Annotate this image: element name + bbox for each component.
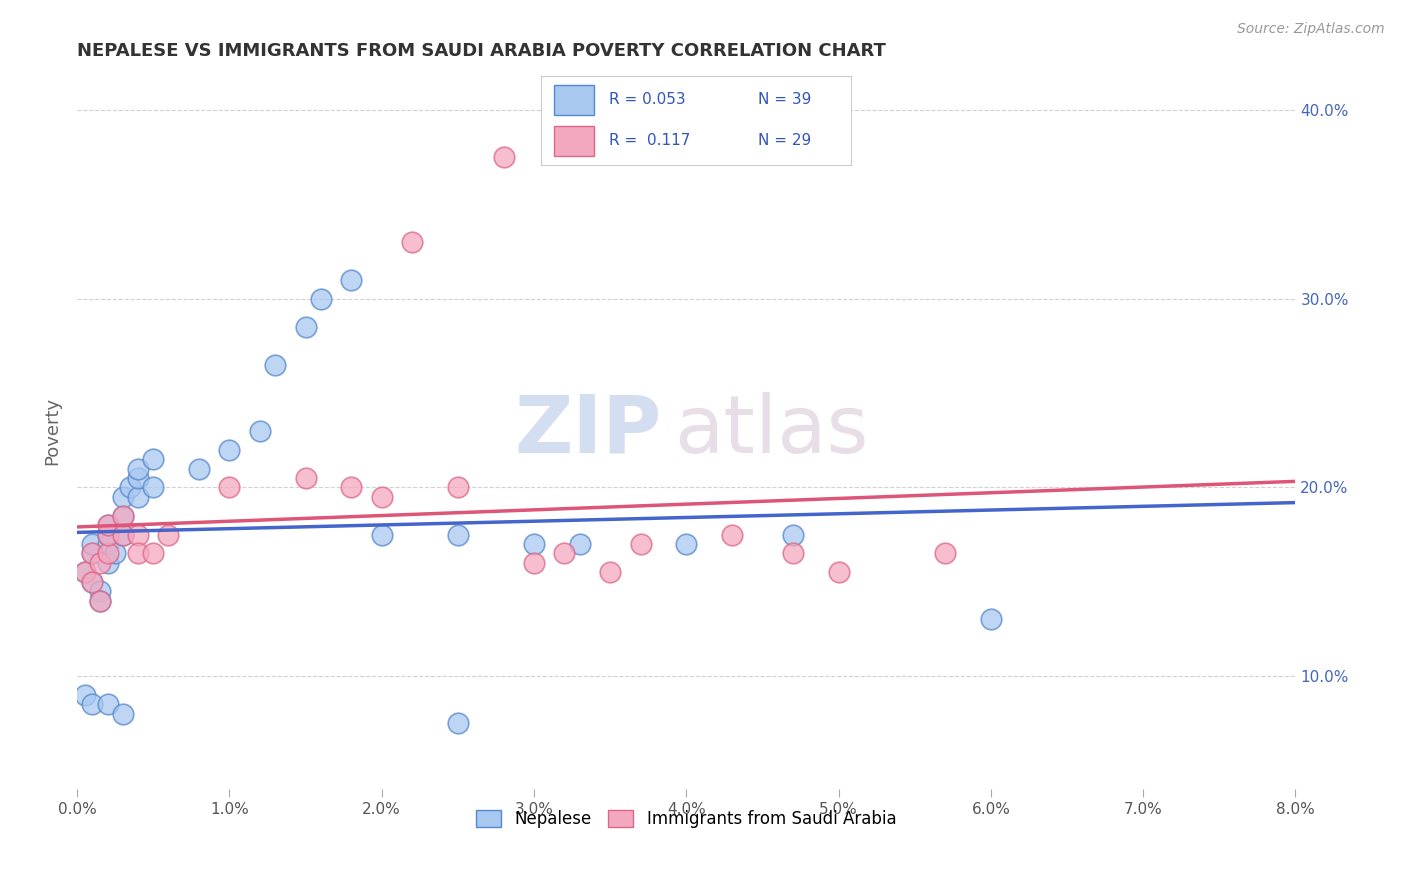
Point <box>127 461 149 475</box>
Point <box>96 518 118 533</box>
Point <box>370 527 392 541</box>
Point <box>447 716 470 731</box>
Text: ZIP: ZIP <box>515 392 662 470</box>
Point <box>111 508 134 523</box>
Point <box>96 556 118 570</box>
Text: NEPALESE VS IMMIGRANTS FROM SAUDI ARABIA POVERTY CORRELATION CHART: NEPALESE VS IMMIGRANTS FROM SAUDI ARABIA… <box>77 42 886 60</box>
Point <box>82 546 104 560</box>
Point <box>249 424 271 438</box>
Point <box>82 537 104 551</box>
Point <box>187 461 209 475</box>
Point <box>523 537 546 551</box>
Point <box>721 527 744 541</box>
Point <box>142 480 165 494</box>
Text: R =  0.117: R = 0.117 <box>609 134 690 148</box>
Point <box>82 546 104 560</box>
Text: N = 39: N = 39 <box>758 93 811 107</box>
Point <box>447 480 470 494</box>
Point <box>111 527 134 541</box>
Point <box>104 546 127 560</box>
Point <box>142 452 165 467</box>
Point <box>264 358 287 372</box>
Point <box>142 546 165 560</box>
Text: N = 29: N = 29 <box>758 134 811 148</box>
FancyBboxPatch shape <box>554 85 593 115</box>
Point <box>782 546 804 560</box>
Point <box>82 698 104 712</box>
Point <box>73 566 96 580</box>
Point <box>111 706 134 721</box>
Point <box>96 537 118 551</box>
Point <box>218 480 240 494</box>
Point <box>309 292 332 306</box>
Point <box>96 698 118 712</box>
Point <box>89 593 111 607</box>
Point <box>401 235 423 250</box>
Point <box>89 584 111 599</box>
Point <box>294 471 316 485</box>
Point <box>127 546 149 560</box>
Point <box>96 546 118 560</box>
Point <box>120 480 142 494</box>
Point <box>157 527 180 541</box>
Point <box>675 537 697 551</box>
Point <box>111 527 134 541</box>
Point <box>96 527 118 541</box>
Point <box>934 546 956 560</box>
Point <box>127 527 149 541</box>
Point <box>82 574 104 589</box>
Point <box>980 612 1002 626</box>
Point <box>111 508 134 523</box>
Point <box>447 527 470 541</box>
Point <box>127 490 149 504</box>
Legend: Nepalese, Immigrants from Saudi Arabia: Nepalese, Immigrants from Saudi Arabia <box>470 803 903 835</box>
Text: atlas: atlas <box>673 392 869 470</box>
Point <box>89 593 111 607</box>
Point <box>127 471 149 485</box>
Y-axis label: Poverty: Poverty <box>44 397 60 465</box>
Point <box>568 537 591 551</box>
Point <box>218 442 240 457</box>
Text: R = 0.053: R = 0.053 <box>609 93 686 107</box>
Point <box>782 527 804 541</box>
Point <box>89 556 111 570</box>
Point <box>553 546 575 560</box>
Point <box>599 566 621 580</box>
Text: Source: ZipAtlas.com: Source: ZipAtlas.com <box>1237 22 1385 37</box>
Point <box>73 566 96 580</box>
Point <box>340 273 363 287</box>
Point <box>294 320 316 334</box>
Point <box>492 150 515 164</box>
Point <box>523 556 546 570</box>
Point <box>111 490 134 504</box>
Point <box>73 688 96 702</box>
Point <box>96 527 118 541</box>
Point <box>96 518 118 533</box>
Point <box>340 480 363 494</box>
Point <box>370 490 392 504</box>
Point <box>82 574 104 589</box>
Point <box>630 537 652 551</box>
Point <box>827 566 849 580</box>
FancyBboxPatch shape <box>554 126 593 156</box>
